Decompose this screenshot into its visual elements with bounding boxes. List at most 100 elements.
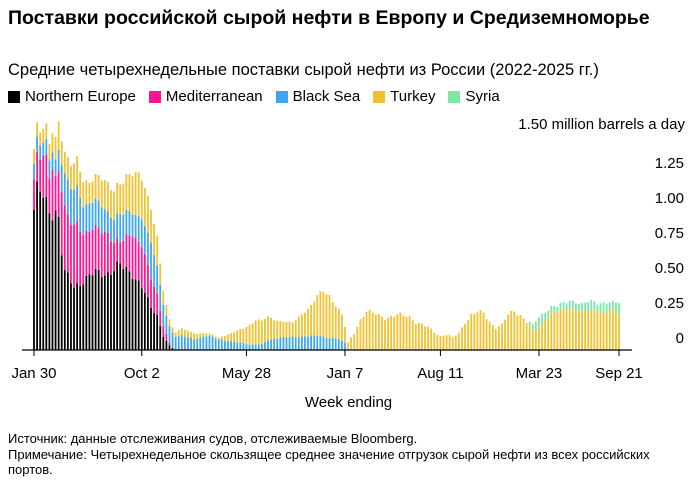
bar-segment-turkey — [593, 309, 596, 350]
bar-segment-mediterranean — [60, 192, 63, 256]
bar-segment-turkey — [279, 320, 282, 338]
bar-segment-turkey — [260, 320, 263, 344]
bar-segment-syria — [538, 317, 540, 328]
bar-segment-black-sea — [156, 265, 159, 294]
bar-segment-turkey — [285, 322, 288, 338]
bar-segment-turkey — [230, 333, 232, 342]
bar-segment-northern-europe — [36, 181, 38, 350]
bar-segment-mediterranean — [42, 155, 45, 198]
bar-segment-turkey — [424, 326, 426, 350]
bar-segment-turkey — [427, 326, 429, 350]
bar-segment-black-sea — [316, 336, 319, 350]
bar-segment-turkey — [473, 313, 476, 350]
bar-segment-turkey — [368, 309, 371, 350]
bar-segment-turkey — [33, 149, 35, 164]
bar-segment-black-sea — [248, 344, 251, 350]
bar-segment-turkey — [559, 309, 562, 350]
bar-segment-turkey — [168, 319, 171, 327]
bar-segment-turkey — [417, 322, 420, 350]
bar-segment-black-sea — [88, 203, 91, 232]
bar-segment-syria — [562, 302, 565, 309]
bar-segment-turkey — [408, 315, 411, 350]
bar-segment-syria — [596, 304, 599, 314]
bar-segment-turkey — [100, 180, 103, 208]
bar-segment-syria — [608, 302, 611, 312]
bar-segment-black-sea — [257, 344, 260, 350]
bar-segment-mediterranean — [140, 247, 143, 289]
bar-segment-mediterranean — [156, 293, 159, 315]
bar-segment-turkey — [547, 318, 550, 350]
bar-segment-northern-europe — [137, 280, 140, 350]
bar-segment-turkey — [522, 318, 525, 350]
bar-segment-northern-europe — [76, 283, 78, 350]
bar-segment-northern-europe — [165, 340, 168, 350]
bar-segment-black-sea — [171, 332, 174, 348]
bar-segment-turkey — [183, 329, 186, 337]
x-tick-label: Jan 7 — [327, 365, 364, 382]
bar-segment-mediterranean — [153, 286, 155, 314]
bar-segment-black-sea — [220, 339, 223, 350]
bar-segment-black-sea — [328, 338, 331, 350]
bar-segment-turkey — [485, 319, 488, 350]
bar-segment-black-sea — [85, 204, 88, 231]
bar-segment-black-sea — [128, 211, 131, 236]
bar-segment-turkey — [85, 179, 88, 205]
bar-segment-turkey — [421, 323, 423, 350]
bar-segment-syria — [559, 302, 562, 310]
bar-segment-turkey — [248, 324, 251, 345]
bar-segment-turkey — [331, 301, 334, 338]
bar-segment-black-sea — [110, 217, 112, 242]
bar-segment-northern-europe — [156, 314, 159, 350]
bar-segment-syria — [553, 306, 556, 313]
bar-segment-turkey — [534, 329, 537, 350]
bar-segment-syria — [550, 305, 553, 313]
bar-segment-turkey — [316, 295, 319, 337]
bar-segment-turkey — [134, 171, 137, 215]
bar-segment-turkey — [396, 314, 399, 350]
bar-segment-black-sea — [245, 344, 248, 350]
x-tick-label: Mar 23 — [516, 365, 563, 382]
bar-segment-mediterranean — [97, 228, 100, 270]
bar-segment-black-sea — [91, 202, 94, 230]
bar-segment-mediterranean — [107, 232, 109, 273]
bar-segment-turkey — [174, 332, 177, 337]
bar-segment-black-sea — [33, 163, 35, 180]
bar-segment-turkey — [618, 314, 620, 350]
bar-segment-turkey — [122, 183, 125, 215]
bar-segment-turkey — [587, 312, 590, 350]
x-tick-label: Oct 2 — [124, 365, 160, 382]
bar-segment-turkey — [208, 333, 211, 337]
x-tick-label: Jan 30 — [11, 365, 56, 382]
bar-segment-turkey — [347, 342, 349, 350]
bar-segment-mediterranean — [82, 234, 85, 285]
bar-segment-syria — [584, 302, 587, 311]
bar-segment-northern-europe — [82, 284, 85, 350]
bar-segment-turkey — [180, 328, 183, 335]
bar-segment-turkey — [325, 294, 328, 338]
bar-segment-turkey — [140, 180, 143, 220]
bar-segment-mediterranean — [162, 325, 165, 337]
bar-segment-turkey — [199, 333, 202, 338]
bar-segment-black-sea — [42, 142, 45, 156]
bar-segment-northern-europe — [131, 279, 134, 350]
bar-segment-turkey — [461, 327, 463, 350]
bar-segment-syria — [611, 300, 614, 310]
bar-segment-black-sea — [267, 340, 269, 350]
bar-segment-syria — [547, 310, 550, 319]
bar-segment-black-sea — [208, 336, 211, 350]
bar-segment-turkey — [190, 331, 192, 338]
x-tick-label: May 28 — [222, 365, 271, 382]
bar-segment-turkey — [454, 335, 457, 350]
bar-segment-turkey — [507, 314, 510, 350]
bar-segment-turkey — [611, 309, 614, 350]
bar-segment-turkey — [297, 316, 300, 338]
bar-segment-black-sea — [199, 337, 202, 350]
bar-segment-syria — [605, 303, 608, 314]
bar-segment-black-sea — [227, 341, 229, 350]
legend-swatch-northern-europe — [8, 91, 20, 103]
bar-segment-syria — [571, 300, 574, 309]
bar-segment-turkey — [227, 334, 229, 342]
bar-segment-mediterranean — [119, 242, 122, 264]
bar-segment-black-sea — [291, 336, 294, 350]
bar-segment-syria — [534, 321, 537, 330]
